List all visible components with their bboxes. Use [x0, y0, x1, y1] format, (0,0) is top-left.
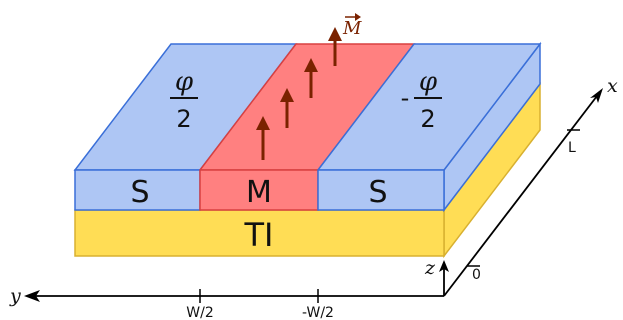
s-left-front-face	[74, 169, 201, 211]
z-axis-label: z	[424, 257, 436, 279]
magnetization-arrowhead-1	[256, 116, 270, 130]
left-phase-numerator: φ	[175, 67, 194, 97]
magnetization-vector-label: M	[342, 18, 362, 39]
z-axis-arrowhead	[439, 260, 449, 272]
sm-layer: S M S	[73, 41, 542, 213]
y-tick-w-half-label: W/2	[186, 305, 213, 320]
left-phase-label: φ 2	[170, 67, 198, 133]
s-right-label: S	[368, 175, 387, 210]
right-phase-denominator: 2	[420, 105, 435, 133]
m-label: M	[246, 175, 272, 210]
y-axis-label: y	[9, 285, 21, 307]
x-tick-l-label: L	[568, 140, 576, 156]
right-phase-sign: -	[401, 84, 410, 112]
magnetization-arrowhead-3	[304, 58, 318, 72]
x-tick-zero-label: 0	[472, 267, 481, 283]
magnetization-arrows: M	[256, 13, 362, 160]
magnetization-vector-bar-head	[355, 13, 361, 21]
y-axis-arrowhead	[24, 290, 40, 302]
s-left-label: S	[130, 175, 149, 210]
right-phase-numerator: φ	[419, 67, 438, 97]
left-phase-denominator: 2	[176, 105, 191, 133]
s-right-front-face	[317, 169, 445, 211]
ti-layer: TI	[74, 81, 541, 259]
ti-label: TI	[244, 216, 274, 254]
x-axis-label: x	[607, 75, 618, 97]
x-axis-arrowhead	[590, 88, 603, 103]
m-front-face	[199, 169, 319, 211]
magnetization-arrowhead-4	[328, 27, 342, 41]
right-phase-label: - φ 2	[401, 67, 442, 133]
y-tick-neg-w-half-label: -W/2	[302, 305, 334, 320]
axes: y W/2 -W/2 z x 0 L	[9, 75, 618, 320]
magnetization-arrowhead-2	[280, 88, 294, 102]
ti-front-face	[74, 209, 445, 257]
